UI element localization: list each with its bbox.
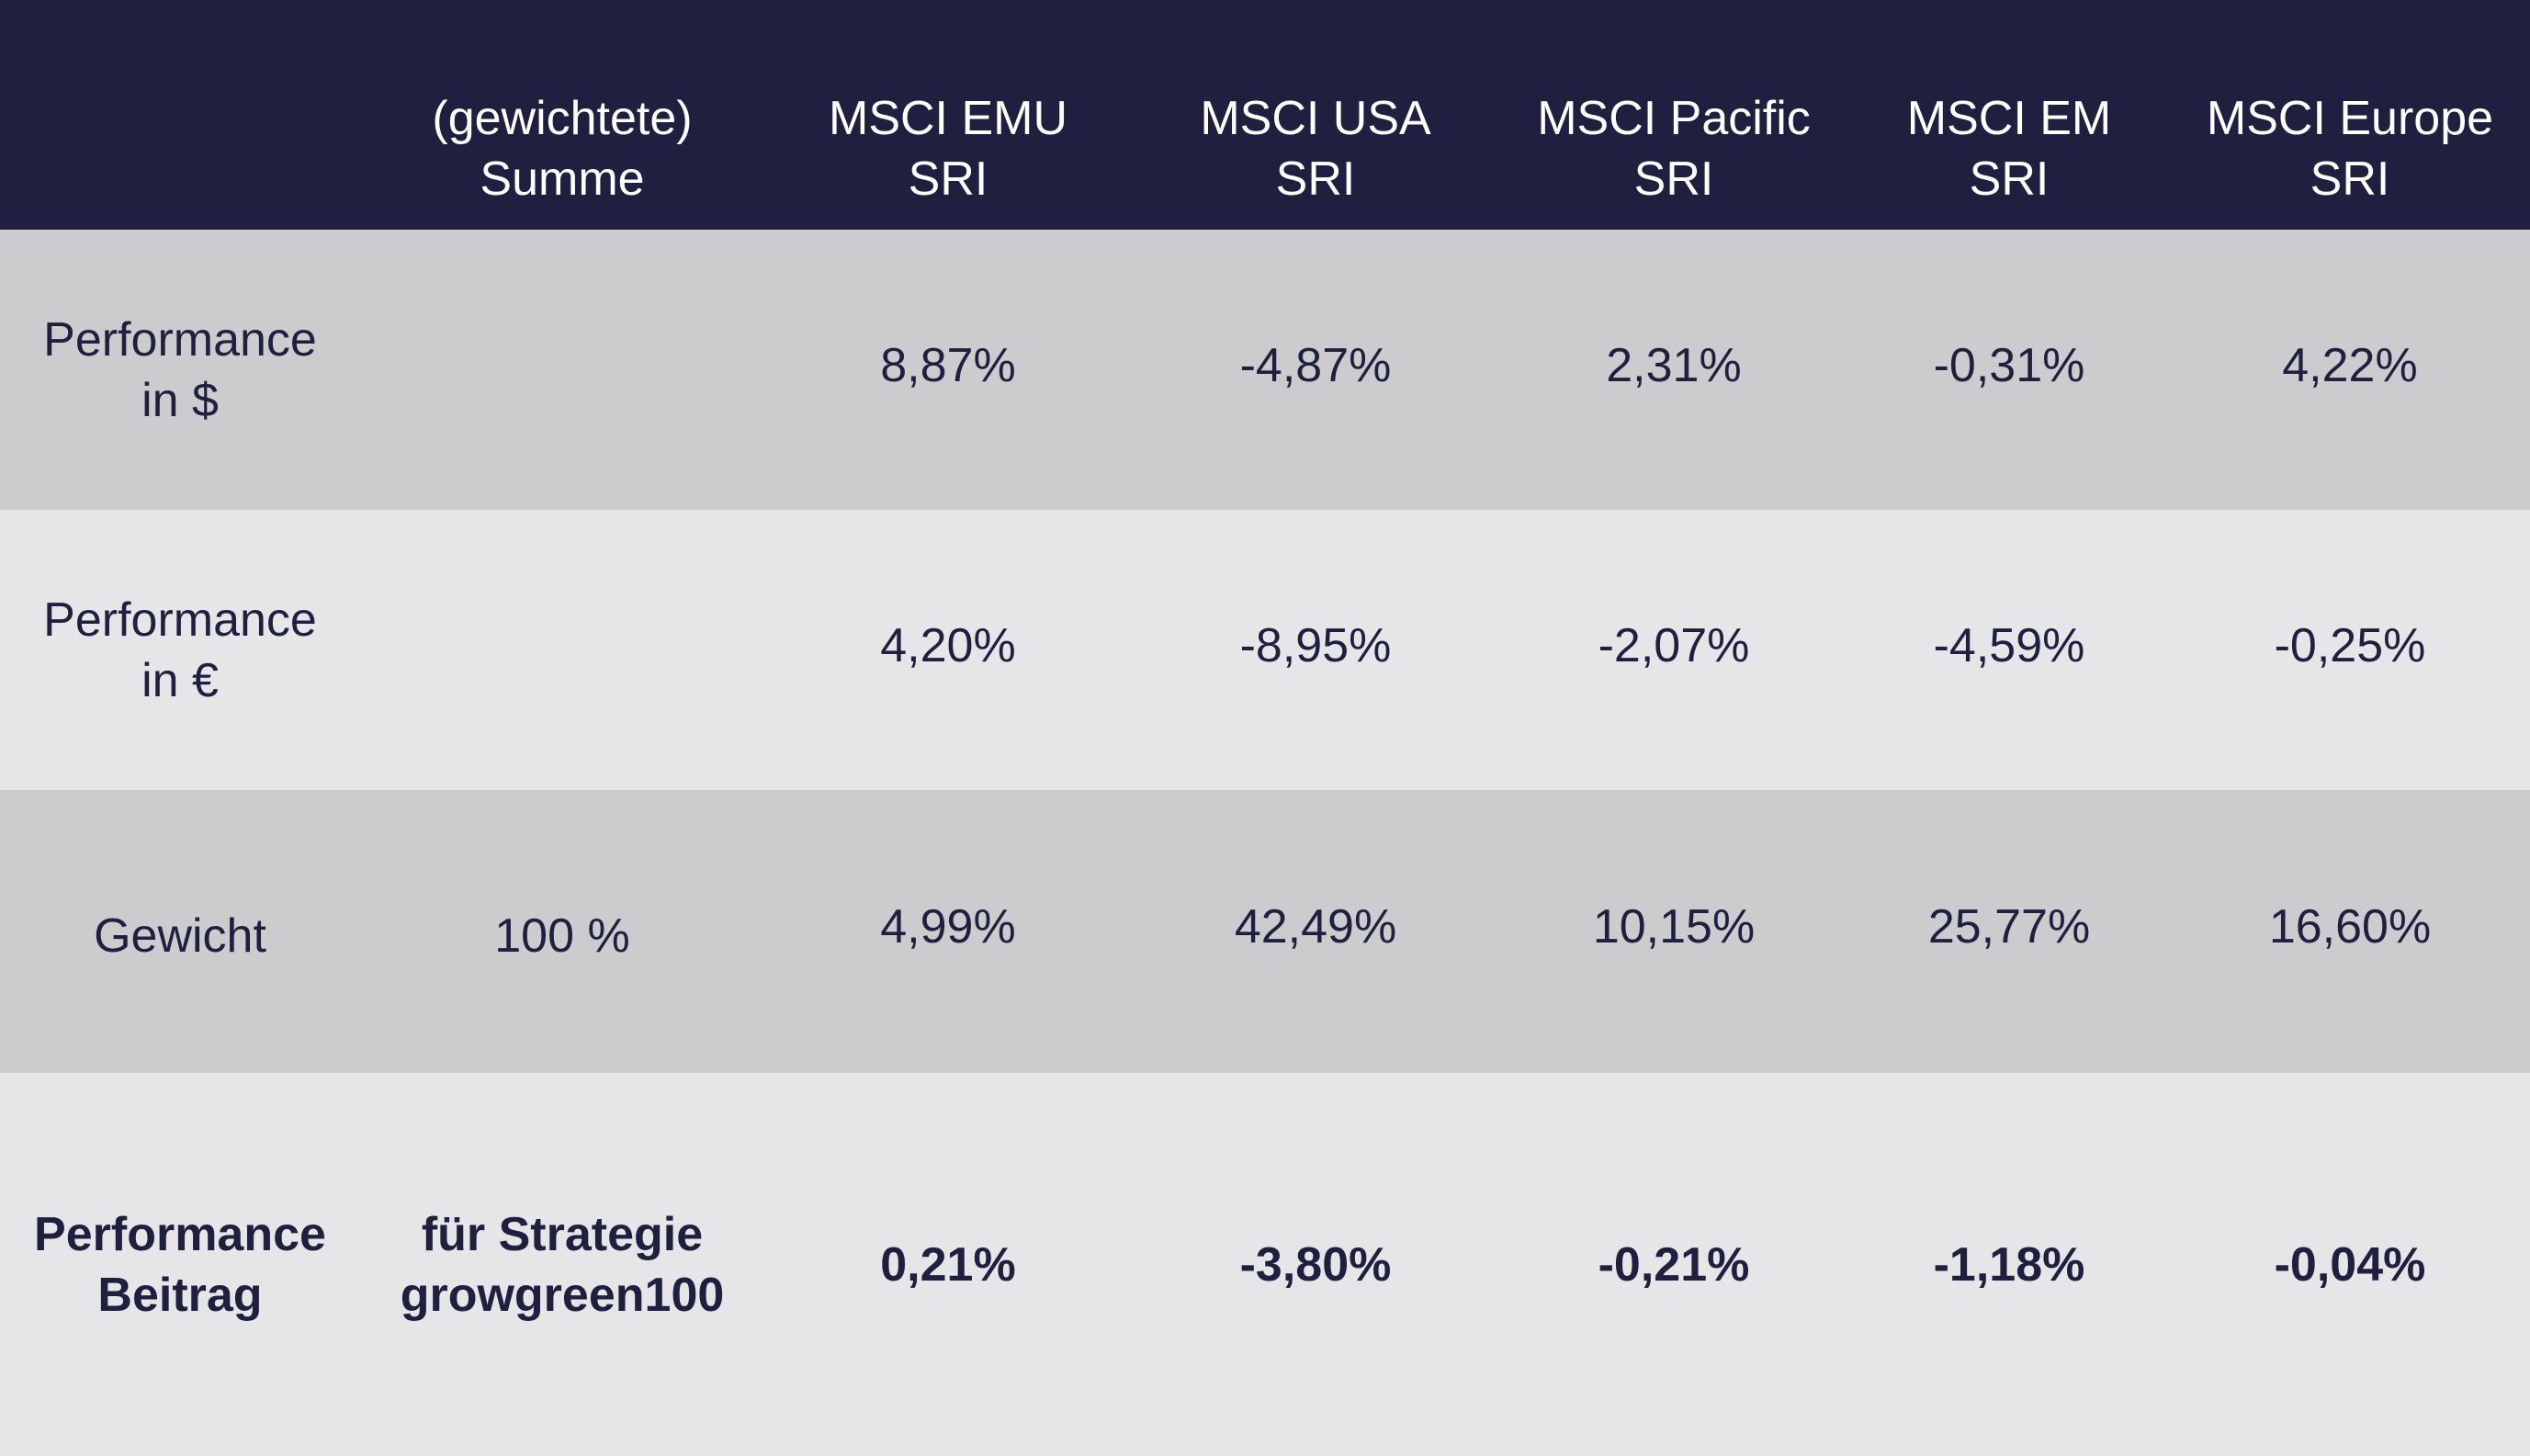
header-msci-emu-sri: MSCI EMU SRI — [829, 92, 1067, 206]
value-cell: -1,18% — [1933, 1237, 2085, 1292]
value-cell: 4,99% — [880, 900, 1016, 954]
header-sum-cell: (gewichtete) Summe — [432, 92, 693, 206]
value-cell: -0,31% — [1933, 338, 2085, 392]
table-header-row: (gewichtete) Summe MSCI EMU SRI MSCI USA… — [0, 0, 2530, 230]
header-msci-usa-sri: MSCI USA SRI — [1200, 92, 1431, 206]
row-sum-cell: für Strategie growgreen100 — [400, 1207, 725, 1322]
value-cell: -8,95% — [1239, 618, 1392, 672]
header-msci-europe-sri: MSCI Europe SRI — [2206, 92, 2494, 206]
value-cell: 25,77% — [1927, 900, 2091, 954]
value-cell: 2,31% — [1606, 338, 1742, 392]
table-row-performance-eur: Performance in € 4,20% -8,95% -2,07% -4,… — [0, 510, 2530, 790]
value-cell: 10,15% — [1592, 900, 1756, 954]
header-corner-cell — [0, 0, 360, 230]
value-cell: -2,07% — [1598, 618, 1750, 672]
row-sum-cell — [360, 230, 764, 510]
table-row-performance-usd: Performance in $ 8,87% -4,87% 2,31% -0,3… — [0, 230, 2530, 510]
value-cell: 4,20% — [880, 618, 1016, 672]
table-row-performance-contribution: Performance Beitrag für Strategie growgr… — [0, 1073, 2530, 1456]
value-cell: -4,87% — [1239, 338, 1392, 392]
value-cell: -0,21% — [1598, 1237, 1750, 1292]
header-msci-pacific-sri: MSCI Pacific SRI — [1537, 92, 1811, 206]
row-label: Performance in $ — [43, 312, 317, 427]
value-cell: 16,60% — [2268, 900, 2432, 954]
row-label: Gewicht — [94, 909, 266, 963]
table-row-weight: Gewicht 100 % 4,99% 42,49% 10,15% 25,77%… — [0, 790, 2530, 1073]
row-label: Performance Beitrag — [34, 1207, 326, 1322]
value-cell: -4,59% — [1933, 618, 2085, 672]
header-msci-em-sri: MSCI EM SRI — [1906, 92, 2112, 206]
value-cell: -0,25% — [2274, 618, 2426, 672]
row-sum-cell: 100 % — [494, 909, 630, 963]
value-cell: -0,04% — [2274, 1237, 2426, 1292]
row-sum-cell — [360, 510, 764, 790]
value-cell: 4,22% — [2282, 338, 2418, 392]
value-cell: -3,80% — [1239, 1237, 1392, 1292]
value-cell: 0,21% — [880, 1237, 1016, 1292]
value-cell: 8,87% — [880, 338, 1016, 392]
row-label: Performance in € — [43, 593, 317, 707]
value-cell: 42,49% — [1234, 900, 1397, 954]
